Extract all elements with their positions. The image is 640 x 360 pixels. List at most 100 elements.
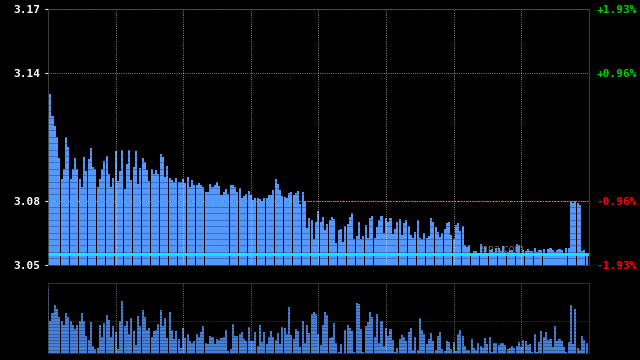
Bar <box>155 330 157 353</box>
Bar <box>577 348 579 353</box>
Bar <box>403 224 405 265</box>
Bar <box>272 190 275 265</box>
Bar <box>250 341 252 353</box>
Bar <box>426 238 428 265</box>
Bar <box>554 326 556 353</box>
Bar <box>153 331 155 353</box>
Bar <box>227 351 229 353</box>
Bar <box>565 352 567 353</box>
Bar <box>202 186 205 265</box>
Bar <box>221 338 223 353</box>
Bar <box>504 345 506 353</box>
Bar <box>275 179 276 265</box>
Bar <box>313 239 315 265</box>
Bar <box>340 229 342 265</box>
Bar <box>504 252 506 265</box>
Bar <box>561 250 563 265</box>
Bar <box>63 325 65 353</box>
Bar <box>67 317 69 353</box>
Bar <box>405 341 407 353</box>
Bar <box>171 330 173 353</box>
Bar <box>223 192 225 265</box>
Text: sina.com: sina.com <box>481 244 525 254</box>
Bar <box>387 336 389 353</box>
Bar <box>54 126 56 265</box>
Bar <box>137 316 139 353</box>
Bar <box>79 179 81 265</box>
Bar <box>525 341 527 353</box>
Bar <box>297 331 299 353</box>
Bar <box>371 317 374 353</box>
Bar <box>500 343 502 353</box>
Bar <box>324 312 326 353</box>
Bar <box>466 350 468 353</box>
Bar <box>446 223 448 265</box>
Bar <box>74 329 76 353</box>
Bar <box>241 332 243 353</box>
Bar <box>268 195 270 265</box>
Bar <box>468 245 470 265</box>
Bar <box>451 235 452 265</box>
Bar <box>479 346 482 353</box>
Bar <box>209 337 211 353</box>
Bar <box>193 185 195 265</box>
Bar <box>550 248 552 265</box>
Bar <box>423 233 426 265</box>
Bar <box>164 177 166 265</box>
Bar <box>540 250 543 265</box>
Bar <box>115 332 116 353</box>
Bar <box>442 349 444 353</box>
Bar <box>554 252 556 265</box>
Bar <box>376 226 378 265</box>
Bar <box>279 344 281 353</box>
Bar <box>74 158 76 265</box>
Bar <box>559 339 561 353</box>
Bar <box>362 352 365 353</box>
Bar <box>527 249 529 265</box>
Bar <box>437 336 439 353</box>
Bar <box>101 337 103 353</box>
Bar <box>49 321 51 353</box>
Bar <box>150 169 153 265</box>
Bar <box>430 333 432 353</box>
Bar <box>385 218 387 265</box>
Bar <box>484 247 486 265</box>
Bar <box>319 345 322 353</box>
Bar <box>259 325 261 353</box>
Bar <box>491 352 493 353</box>
Bar <box>227 194 229 265</box>
Bar <box>284 197 285 265</box>
Bar <box>191 343 193 353</box>
Bar <box>207 344 209 353</box>
Bar <box>175 331 177 353</box>
Bar <box>568 248 570 265</box>
Bar <box>225 330 227 353</box>
Bar <box>417 350 419 353</box>
Bar <box>284 328 285 353</box>
Bar <box>351 331 353 353</box>
Bar <box>362 236 365 265</box>
Bar <box>49 94 51 265</box>
Bar <box>417 220 419 265</box>
Bar <box>144 318 146 353</box>
Bar <box>51 313 54 353</box>
Bar <box>378 342 380 353</box>
Bar <box>457 334 459 353</box>
Bar <box>250 195 252 265</box>
Bar <box>466 247 468 265</box>
Bar <box>460 231 461 265</box>
Bar <box>292 339 294 353</box>
Bar <box>140 168 141 265</box>
Bar <box>261 201 263 265</box>
Bar <box>56 137 58 265</box>
Bar <box>486 344 488 353</box>
Bar <box>115 151 116 265</box>
Bar <box>572 345 574 353</box>
Bar <box>412 238 414 265</box>
Bar <box>58 158 60 265</box>
Bar <box>511 250 513 265</box>
Bar <box>401 235 403 265</box>
Bar <box>338 352 340 353</box>
Bar <box>245 342 247 353</box>
Bar <box>455 351 457 353</box>
